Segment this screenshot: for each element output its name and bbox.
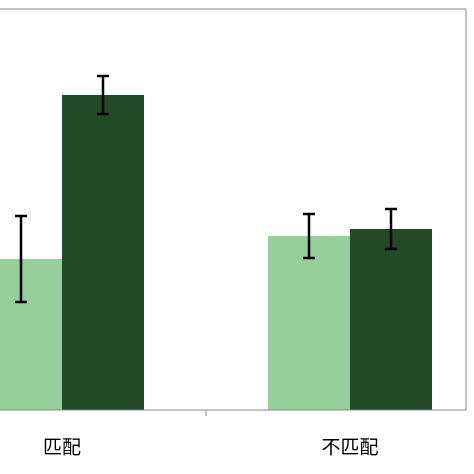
bar bbox=[62, 95, 144, 410]
bar bbox=[0, 259, 62, 410]
bar bbox=[268, 236, 350, 410]
x-tick-label: 不匹配 bbox=[321, 437, 378, 459]
bar bbox=[350, 229, 432, 410]
x-tick-label: 匹配 bbox=[43, 437, 81, 459]
